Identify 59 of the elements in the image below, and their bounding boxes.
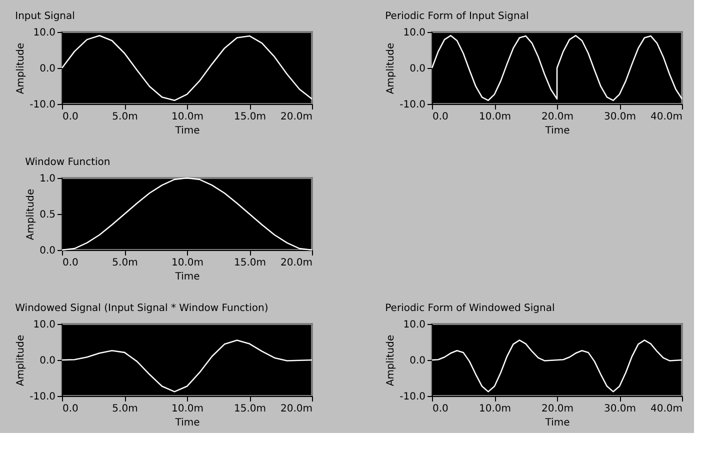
- y-axis-title: Amplitude: [26, 188, 37, 240]
- x-axis-title: Time: [174, 272, 200, 282]
- x-tick-label: 40.0m: [650, 112, 682, 122]
- y-tick-label: 10.0: [403, 320, 426, 330]
- y-tick-label: -10.0: [30, 392, 56, 402]
- line-series: [431, 340, 683, 392]
- chart-title: Input Signal: [15, 11, 75, 22]
- y-tick-label: 10.0: [33, 28, 56, 38]
- y-tick-label: -10.0: [30, 100, 56, 110]
- x-axis-title: Time: [544, 418, 570, 428]
- x-tick-label: 5.0m: [112, 258, 138, 268]
- x-tick-label: 30.0m: [604, 112, 636, 122]
- y-tick-label: 0.0: [40, 246, 56, 256]
- y-tick-label: -10.0: [400, 392, 426, 402]
- chart-title: Window Function: [25, 157, 110, 168]
- y-tick-label: 0.0: [40, 64, 56, 74]
- x-tick-label: 0.0: [62, 258, 78, 268]
- x-tick-label: 0.0: [62, 112, 78, 122]
- x-tick-label: 20.0m: [280, 112, 312, 122]
- x-tick-label: 5.0m: [112, 112, 138, 122]
- y-tick-label: 0.0: [410, 64, 426, 74]
- x-axis-title: Time: [544, 126, 570, 136]
- x-tick-label: 15.0m: [234, 404, 266, 414]
- x-tick-label: 10.0m: [171, 112, 204, 122]
- line-series: [431, 34, 683, 102]
- x-tick-label: 15.0m: [234, 258, 266, 268]
- x-tick-label: 20.0m: [280, 404, 312, 414]
- chart-title: Periodic Form of Input Signal: [385, 11, 529, 22]
- y-tick-label: 1.0: [40, 174, 56, 184]
- x-tick-label: 0.0: [432, 112, 448, 122]
- y-axis-title: Amplitude: [16, 42, 27, 94]
- x-axis-title: Time: [174, 418, 200, 428]
- x-tick-label: 0.0: [432, 404, 448, 414]
- chart-title: Periodic Form of Windowed Signal: [385, 303, 555, 314]
- y-tick-label: -10.0: [400, 100, 426, 110]
- x-axis-title: Time: [174, 126, 200, 136]
- line-series: [61, 340, 313, 392]
- y-tick-label: 10.0: [33, 320, 56, 330]
- y-tick-label: 0.0: [410, 356, 426, 366]
- x-tick-label: 20.0m: [541, 112, 574, 122]
- x-tick-label: 5.0m: [112, 404, 138, 414]
- x-tick-label: 30.0m: [604, 404, 636, 414]
- y-axis-title: Amplitude: [386, 42, 397, 94]
- x-tick-label: 10.0m: [171, 404, 204, 414]
- x-tick-label: 20.0m: [541, 404, 574, 414]
- y-tick-label: 10.0: [403, 28, 426, 38]
- x-tick-label: 0.0: [62, 404, 78, 414]
- y-tick-label: 0.5: [40, 210, 56, 220]
- chart-title: Windowed Signal (Input Signal * Window Function): [15, 303, 268, 314]
- x-tick-label: 40.0m: [650, 404, 682, 414]
- y-axis-title: Amplitude: [386, 334, 397, 386]
- y-axis-title: Amplitude: [16, 334, 27, 386]
- x-tick-label: 10.0m: [478, 404, 512, 414]
- x-tick-label: 10.0m: [171, 258, 204, 268]
- y-tick-label: 0.0: [40, 356, 56, 366]
- x-tick-label: 10.0m: [478, 112, 512, 122]
- line-series: [61, 34, 313, 102]
- x-tick-label: 20.0m: [280, 258, 312, 268]
- x-tick-label: 15.0m: [234, 112, 266, 122]
